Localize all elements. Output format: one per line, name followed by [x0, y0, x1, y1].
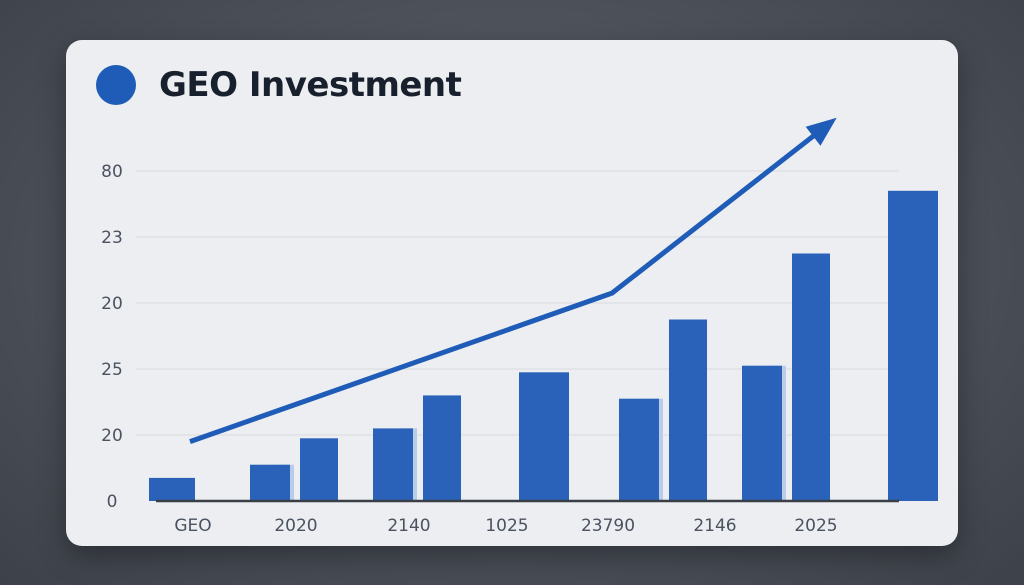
- trend-line: [189, 129, 821, 444]
- y-tick-label: 23: [101, 228, 123, 248]
- bar-primary: [519, 372, 569, 501]
- x-tick-label: GEO: [174, 516, 211, 536]
- bar-secondary: [742, 365, 782, 501]
- y-tick-label: 20: [101, 294, 123, 314]
- x-tick-label: 23790: [581, 516, 635, 536]
- title-dot-icon: [96, 65, 136, 105]
- bar-secondary: [250, 464, 290, 501]
- chart-header: GEO Investment: [96, 62, 462, 108]
- x-tick-label: 2146: [693, 516, 736, 536]
- bar-primary: [792, 253, 830, 501]
- x-tick-label: 2025: [794, 516, 837, 536]
- bar-primary: [888, 190, 938, 502]
- bar-secondary: [373, 428, 413, 501]
- x-axis-ticks: GEO 2020 2140 1025 23790 2146 2025: [174, 516, 837, 536]
- chart-card: GEO Investment 0 20 25 20 23 80 GEO 2020 2140 10…: [66, 40, 958, 546]
- y-axis-ticks: 0 20 25 20 23 80: [101, 162, 123, 512]
- x-tick-label: 2020: [274, 516, 317, 536]
- bars: [149, 190, 938, 502]
- y-tick-label: 80: [101, 162, 123, 182]
- trend-arrow: [189, 117, 837, 444]
- bar-primary: [300, 438, 338, 501]
- bar-primary: [149, 477, 195, 501]
- y-tick-label: 0: [107, 492, 118, 512]
- y-tick-label: 25: [101, 360, 123, 380]
- y-tick-label: 20: [101, 426, 123, 446]
- x-tick-label: 2140: [387, 516, 430, 536]
- trend-arrowhead: [805, 117, 837, 146]
- chart-title: GEO Investment: [159, 65, 462, 105]
- bar-secondary: [619, 398, 659, 501]
- bar-primary: [423, 395, 461, 501]
- bar-primary: [669, 319, 707, 501]
- x-tick-label: 1025: [485, 516, 528, 536]
